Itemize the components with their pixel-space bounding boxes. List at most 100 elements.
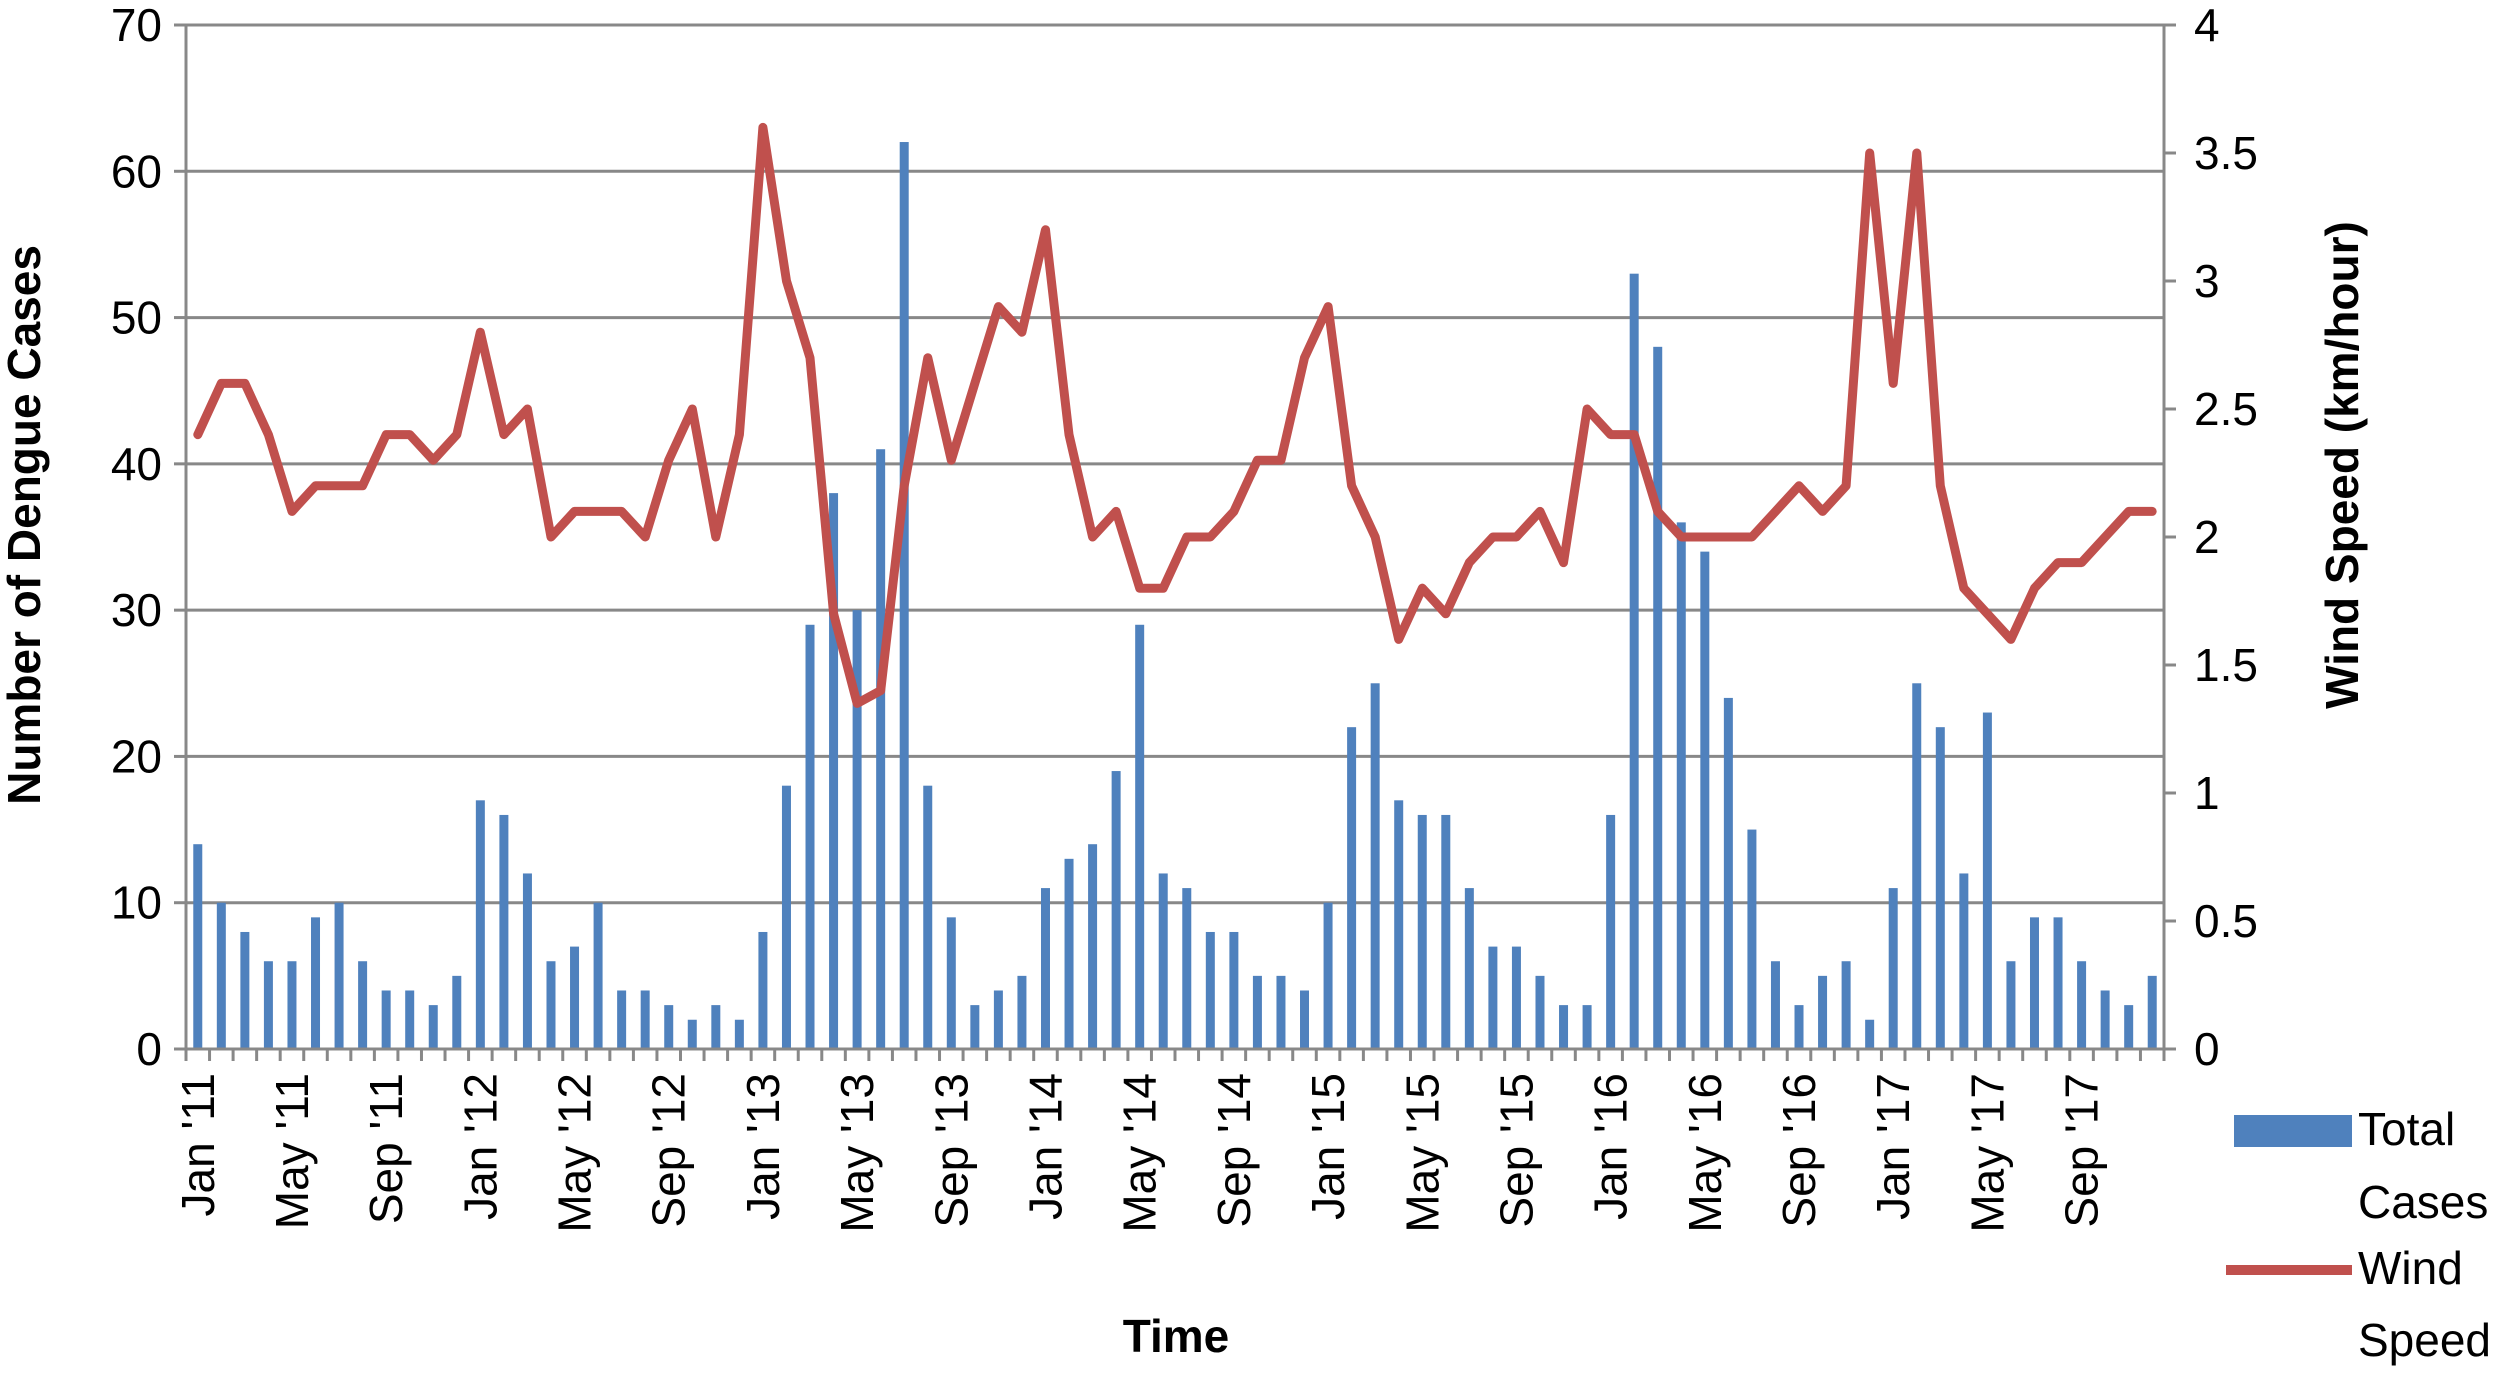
bar-3 [263,961,273,1049]
bar-37 [1064,858,1074,1049]
bar-33 [970,1005,980,1049]
x-tick-label-40: May '14 [1114,1073,1166,1233]
line-point-2 [244,382,246,384]
bar-50 [1370,683,1380,1049]
x-tick-label-8: Sep '11 [360,1073,412,1224]
y2-tick-label-2: 2 [2194,511,2220,563]
line-point-64 [1704,536,1706,538]
x-tick-label-72: Jan '17 [1867,1073,1919,1220]
bar-42 [1182,888,1192,1049]
line-point-18 [621,510,623,512]
x-tick-label-0: Jan '11 [172,1073,224,1216]
line-point-69 [1822,510,1824,512]
bar-31 [923,785,933,1049]
x-tick-label-36: Jan '14 [1019,1073,1071,1220]
x-tick-label-44: Sep '14 [1208,1073,1260,1228]
line-point-6 [338,485,340,487]
line-point-59 [1586,408,1588,410]
legend-label-wind-speed-line2: Speed [2358,1314,2491,1366]
line-point-33 [974,382,976,384]
bar-82 [2124,1005,2134,1049]
line-point-70 [1845,485,1847,487]
line-point-60 [1610,434,1612,436]
line-point-48 [1327,306,1329,308]
bar-66 [1747,829,1757,1049]
bar-67 [1770,961,1780,1049]
y2-tick-label-4: 4 [2194,0,2220,51]
bar-41 [1158,873,1168,1049]
line-point-51 [1398,638,1400,640]
bar-81 [2100,990,2110,1049]
line-point-72 [1892,382,1894,384]
line-point-49 [1351,485,1353,487]
bar-56 [1511,946,1521,1049]
bar-17 [593,902,603,1049]
x-tick-label-52: May '15 [1396,1073,1448,1233]
y-tick-label-0: 0 [136,1023,162,1075]
x-tick-label-68: Sep '16 [1773,1073,1825,1228]
bar-79 [2053,917,2063,1049]
x-tick-label-56: Sep '15 [1490,1073,1542,1228]
line-point-12 [479,331,481,333]
bar-32 [946,917,956,1049]
gridlines [186,23,2164,905]
line-point-15 [550,536,552,538]
line-point-61 [1633,434,1635,436]
y2-tick-label-0: 0 [2194,1023,2220,1075]
y2-tick-label-3.5: 3.5 [2194,127,2258,179]
line-point-9 [409,434,411,436]
y2-tick-label-2.5: 2.5 [2194,383,2258,435]
bar-12 [475,800,485,1049]
line-point-10 [432,459,434,461]
line-point-19 [644,536,646,538]
line-point-32 [950,459,952,461]
line-point-37 [1068,434,1070,436]
bar-10 [428,1005,438,1049]
line-point-66 [1751,536,1753,538]
tick-labels: 0 10 20 30 40 50 60 70 0 0.5 1 1.5 2 2.5 3 3.5 4 Jan '11 M… [111,0,2258,1233]
bar-64 [1700,551,1710,1049]
line-point-3 [267,434,269,436]
line-point-78 [2033,587,2035,589]
x-tick-label-24: Jan '13 [737,1073,789,1220]
line-point-56 [1515,536,1517,538]
bar-38 [1088,844,1098,1049]
y2-axis-title: Wind Speed (km/hour) [2316,221,2368,709]
bar-53 [1441,814,1451,1049]
bar-78 [2029,917,2039,1049]
line-point-45 [1256,459,1258,461]
line-point-55 [1492,536,1494,538]
y-tick-label-40: 40 [111,438,162,490]
bar-40 [1135,624,1145,1049]
line-point-42 [1186,536,1188,538]
bar-45 [1252,975,1262,1049]
bar-68 [1794,1005,1804,1049]
bar-5 [311,917,321,1049]
line-point-47 [1304,357,1306,359]
x-tick-label-48: Jan '15 [1302,1073,1354,1220]
bar-49 [1347,727,1357,1049]
line-point-54 [1468,562,1470,564]
line-point-52 [1421,587,1423,589]
line-point-58 [1563,562,1565,564]
line-point-80 [2081,562,2083,564]
line-point-31 [927,357,929,359]
x-tick-label-80: Sep '17 [2056,1073,2108,1228]
x-tick-label-64: May '16 [1679,1073,1731,1233]
line-point-65 [1727,536,1729,538]
line-point-50 [1374,536,1376,538]
line-point-5 [315,485,317,487]
x-tick-label-4: May '11 [266,1073,318,1229]
line-point-81 [2104,536,2106,538]
bar-28 [852,610,862,1049]
line-point-22 [715,536,717,538]
line-point-57 [1539,510,1541,512]
x-tick-label-76: May '17 [1961,1073,2013,1233]
bar-71 [1865,1019,1875,1049]
legend: Total Cases Wind Speed [2226,1103,2491,1366]
line-point-67 [1774,510,1776,512]
bar-48 [1323,902,1333,1049]
x-tick-label-32: Sep '13 [925,1073,977,1228]
bar-59 [1582,1005,1592,1049]
